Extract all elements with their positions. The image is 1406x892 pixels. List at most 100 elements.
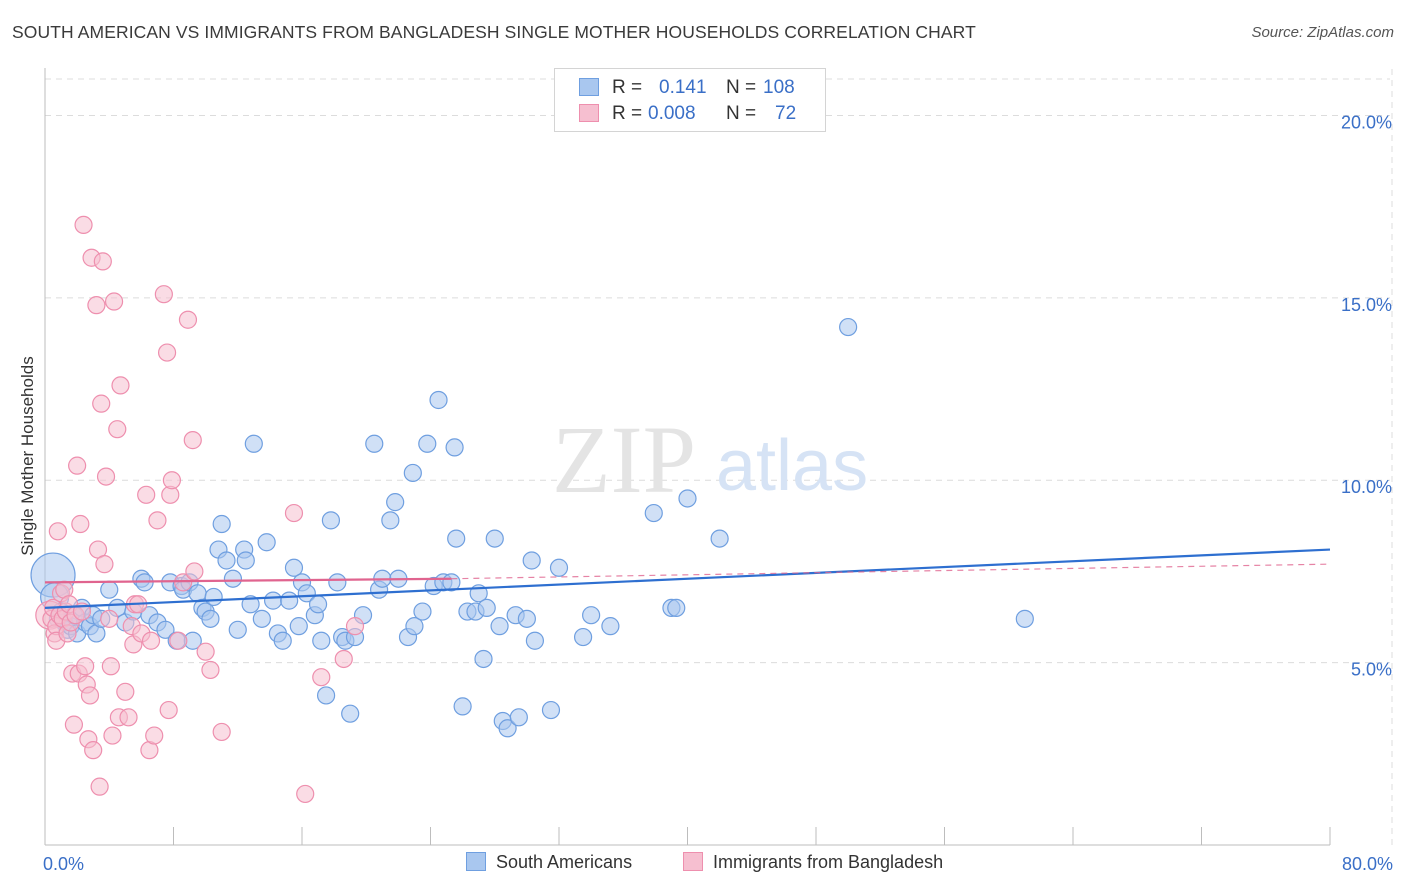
bangladesh-point: [119, 708, 138, 727]
bangladesh-point: [169, 631, 188, 650]
legend-n-label: N =: [726, 103, 757, 124]
south-american-point: [308, 595, 328, 614]
south-american-point: [453, 697, 472, 716]
south-american-point: [429, 390, 448, 410]
south-american-point: [289, 617, 308, 636]
south-american-point: [321, 511, 341, 530]
south-american-point: [386, 493, 405, 512]
bangladesh-point: [111, 376, 130, 395]
bangladesh-point: [137, 485, 156, 504]
source-label: Source: ZipAtlas.com: [1251, 24, 1394, 41]
y-tick-label: 10.0%: [1341, 477, 1392, 497]
south-american-point: [549, 558, 569, 577]
south-american-point: [223, 569, 243, 588]
south-american-point: [582, 606, 601, 625]
south-american-point: [244, 434, 263, 453]
bangladesh-point: [145, 726, 164, 745]
bangladesh-point: [108, 420, 127, 439]
south-american-point: [365, 434, 384, 453]
bangladesh-point: [71, 514, 90, 534]
legend-swatch-pink: [579, 104, 599, 122]
points-layer: [30, 215, 1034, 804]
south-american-point: [667, 598, 686, 618]
bangladesh-point: [312, 668, 331, 687]
south-american-point: [445, 438, 464, 457]
trend-line-bangladesh-extension: [451, 563, 1331, 580]
bangladesh-point: [100, 609, 119, 628]
bangladesh-point: [334, 649, 353, 669]
y-tick-label: 5.0%: [1351, 660, 1392, 680]
bangladesh-point: [101, 657, 120, 676]
south-american-point: [381, 511, 400, 530]
south-american-point: [284, 558, 304, 577]
axis-layer: [44, 68, 1331, 846]
south-american-point: [156, 620, 175, 639]
south-american-point: [477, 598, 496, 618]
legend-n-value: 72: [775, 103, 797, 124]
south-american-point: [228, 620, 247, 639]
bangladesh-point: [157, 343, 177, 362]
trend-line-south-americans: [44, 548, 1331, 610]
south-american-point: [517, 609, 536, 628]
south-american-point: [498, 719, 517, 738]
y-tick-label: 15.0%: [1341, 295, 1392, 315]
south-american-point: [201, 609, 220, 628]
bangladesh-point: [104, 292, 124, 311]
x-tick-label: 0.0%: [43, 854, 84, 874]
south-american-point: [710, 529, 729, 548]
south-american-point: [601, 617, 620, 636]
south-american-point: [217, 551, 236, 570]
south-american-point: [405, 617, 424, 636]
south-american-point: [678, 489, 697, 508]
legend-r-value: 0.008: [648, 103, 696, 124]
south-american-point: [297, 584, 316, 603]
bangladesh-point: [80, 686, 100, 705]
bangladesh-point: [90, 777, 109, 796]
south-american-point: [418, 434, 437, 453]
legend-n-label: N =: [726, 77, 757, 98]
bangladesh-point: [64, 715, 84, 734]
bangladesh-point: [96, 467, 116, 486]
bangladesh-point: [196, 642, 215, 661]
bangladesh-point: [178, 310, 198, 329]
south-american-point: [212, 514, 231, 534]
y-tick-label: 20.0%: [1341, 112, 1392, 132]
bangladesh-point: [162, 471, 181, 490]
south-american-point: [644, 503, 663, 523]
bangladesh-point: [92, 394, 111, 413]
bangladesh-point: [74, 215, 93, 235]
south-american-point: [474, 649, 493, 669]
bangladesh-point: [141, 631, 161, 650]
bangladesh-point: [116, 682, 135, 701]
south-american-point: [413, 602, 432, 621]
legend-r-label: R =: [612, 77, 643, 98]
south-american-point: [263, 591, 283, 610]
south-american-point: [252, 609, 271, 628]
south-american-point: [312, 631, 331, 650]
south-american-point: [485, 529, 504, 548]
trend-layer: [44, 548, 1331, 610]
bangladesh-point: [345, 617, 365, 636]
south-american-point: [573, 627, 593, 647]
bangladesh-point: [148, 511, 167, 530]
legend-swatch-blue: [579, 78, 599, 96]
bangladesh-point: [174, 573, 193, 592]
south-american-point: [241, 595, 260, 614]
bangladesh-point: [68, 456, 87, 475]
legend-label: South Americans: [496, 852, 633, 872]
watermark: ZIP atlas: [552, 406, 868, 513]
south-american-point: [522, 551, 541, 570]
south-american-point: [509, 708, 528, 727]
legend-label: Immigrants from Bangladesh: [713, 852, 944, 872]
south-american-point: [280, 591, 299, 610]
x-tick-label: 80.0%: [1342, 854, 1393, 874]
south-american-point: [236, 551, 255, 570]
legend-item-south-americans: South Americans: [466, 852, 632, 873]
south-american-point: [525, 631, 545, 650]
bangladesh-point: [93, 252, 112, 271]
south-american-point: [447, 529, 466, 548]
bangladesh-point: [183, 431, 202, 450]
bangladesh-point: [76, 657, 95, 676]
legend-item-bangladesh: Immigrants from Bangladesh: [683, 852, 943, 873]
